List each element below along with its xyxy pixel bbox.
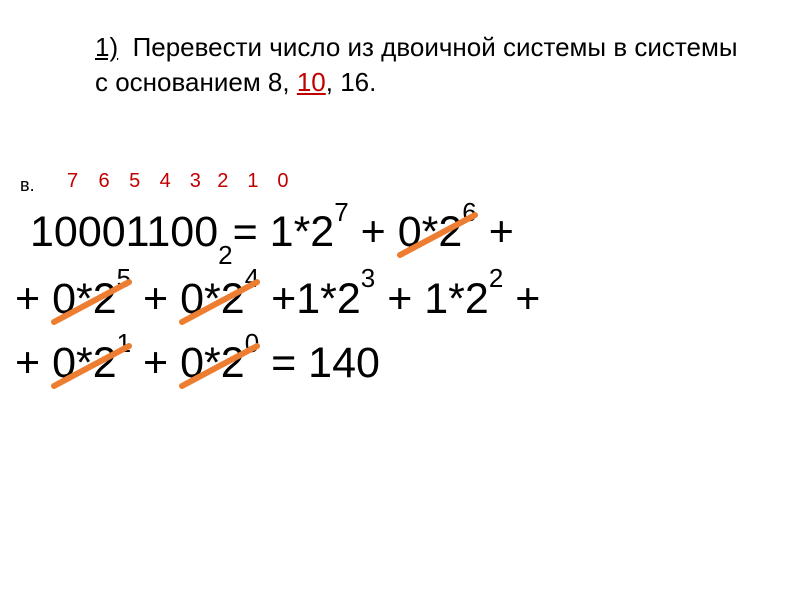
line2-start: +	[15, 275, 52, 323]
bit-position-indices: 7 6 5 4 3 2 1 0	[60, 170, 294, 193]
variant-label: в.	[20, 175, 35, 196]
binary-number: 10001100	[30, 208, 218, 256]
task-header: 1) Перевести число из двоичной системы в…	[0, 0, 800, 110]
term-0x24: 0*2	[180, 275, 245, 323]
formula-line-2: + 0*25 + 0*24 +1*23 + 1*22 +	[15, 267, 800, 332]
term-0x25-struck: 0*25	[52, 267, 131, 332]
exp-3: 3	[361, 263, 375, 293]
idx-7: 7	[60, 170, 85, 193]
exp-7: 7	[334, 197, 348, 227]
plus-1: +	[349, 208, 398, 256]
exp-5: 5	[117, 263, 131, 293]
exp-6: 6	[462, 197, 476, 227]
plus-7: +	[131, 339, 180, 387]
formula-line-1: 100011002= 1*27 + 0*26 +	[30, 200, 800, 267]
exp-0: 0	[245, 328, 259, 358]
plus-4: +1*2	[259, 275, 361, 323]
task-text-2: , 16.	[326, 67, 377, 97]
idx-5: 5	[123, 170, 146, 193]
term-0x20: 0*2	[180, 339, 245, 387]
line3-start: +	[15, 339, 52, 387]
term-0x26: 0*2	[398, 208, 463, 256]
exp-4: 4	[245, 263, 259, 293]
term-0x21: 0*2	[52, 339, 117, 387]
idx-3: 3	[184, 170, 206, 193]
task-number: 1)	[95, 32, 118, 62]
term-0x24-struck: 0*24	[180, 267, 259, 332]
plus-2: +	[477, 208, 514, 256]
idx-1: 1	[239, 170, 266, 193]
formula-line-3: + 0*21 + 0*20 = 140	[15, 331, 800, 396]
term-0x26-struck: 0*26	[398, 200, 477, 265]
exp-2: 2	[489, 263, 503, 293]
plus-6: +	[503, 275, 540, 323]
eq-part: = 1*2	[233, 208, 335, 256]
idx-6: 6	[91, 170, 118, 193]
term-0x20-struck: 0*20	[180, 331, 259, 396]
plus-3: +	[131, 275, 180, 323]
idx-4: 4	[152, 170, 179, 193]
task-text-1: Перевести число из двоичной системы в си…	[95, 32, 738, 97]
formula-block: 100011002= 1*27 + 0*26 + + 0*25 + 0*24 +…	[30, 200, 800, 396]
idx-2: 2	[212, 170, 234, 193]
idx-0: 0	[272, 170, 294, 193]
term-0x25: 0*2	[52, 275, 117, 323]
base-ten: 10	[297, 67, 326, 97]
result: = 140	[259, 339, 380, 387]
exp-1: 1	[117, 328, 131, 358]
plus-5: + 1*2	[375, 275, 489, 323]
base-subscript: 2	[218, 240, 232, 270]
term-0x21-struck: 0*21	[52, 331, 131, 396]
